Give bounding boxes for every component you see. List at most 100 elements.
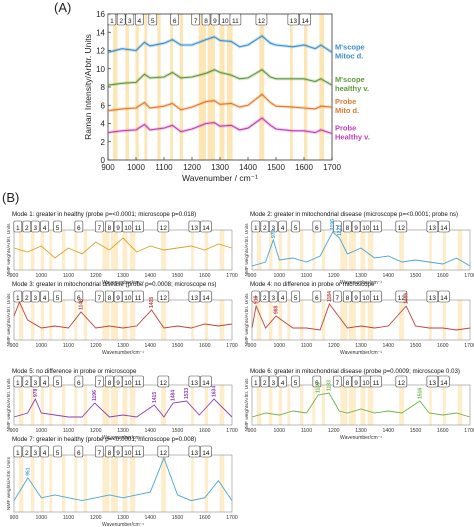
band-region xyxy=(161,300,167,340)
peak-label: 1484 xyxy=(171,390,177,401)
band-region xyxy=(268,230,273,270)
x-tick-label: 1200 xyxy=(90,428,102,434)
panel-label-b: (B) xyxy=(2,190,20,205)
mode-plot-6: Mode 6: greater in mitochondrial disease… xyxy=(244,368,474,441)
band-number: 13 xyxy=(290,18,298,25)
band-number-box xyxy=(157,220,170,233)
x-tick-label: 1200 xyxy=(328,428,340,434)
band-region xyxy=(207,14,215,160)
band-number: 4 xyxy=(138,18,142,25)
band-number: 10 xyxy=(124,295,132,302)
band-number-box xyxy=(210,13,220,26)
band-region xyxy=(349,300,357,340)
band-number: 14 xyxy=(202,295,210,302)
y-tick-label: 12 xyxy=(96,47,105,56)
band-number: 14 xyxy=(440,225,448,232)
band-number: 13 xyxy=(429,225,437,232)
band-number: 12 xyxy=(160,380,168,387)
band-number: 3 xyxy=(271,225,275,232)
band-number: 14 xyxy=(202,450,210,457)
band-number: 14 xyxy=(440,380,448,387)
x-axis-label: Wavenumber/cm⁻¹ xyxy=(102,522,144,527)
band-number-box xyxy=(113,445,123,458)
mode-line xyxy=(13,237,233,259)
band-region xyxy=(278,230,282,270)
band-region xyxy=(74,455,78,512)
band-number-box xyxy=(268,220,278,233)
band-region xyxy=(349,230,357,270)
series-legend-label: Mito d. xyxy=(335,106,359,115)
band-number: 11 xyxy=(373,380,380,387)
band-region xyxy=(74,230,78,270)
band-number-box xyxy=(299,13,311,26)
band-number-box xyxy=(188,220,201,233)
x-tick-label: 1600 xyxy=(437,428,449,434)
band-number: 3 xyxy=(33,225,37,232)
x-tick-label: 1000 xyxy=(273,343,285,349)
band-number: 12 xyxy=(398,295,406,302)
band-number-box xyxy=(229,13,242,26)
band-number-box xyxy=(94,445,104,458)
x-axis-label: Wavenumber / cm⁻¹ xyxy=(182,173,258,183)
band-number-box xyxy=(157,375,170,388)
band-number-box xyxy=(30,290,40,303)
x-tick-label: 900 xyxy=(10,428,19,434)
band-number: 7 xyxy=(97,295,101,302)
band-region xyxy=(122,385,128,425)
band-number: 12 xyxy=(160,295,168,302)
x-tick-label: 900 xyxy=(248,428,257,434)
band-number-box xyxy=(312,220,322,233)
band-region xyxy=(299,385,304,425)
band-number-box xyxy=(157,445,170,458)
band-number: 8 xyxy=(108,380,112,387)
band-region xyxy=(219,14,225,160)
band-number: 5 xyxy=(294,380,298,387)
band-number: 3 xyxy=(271,295,275,302)
band-number-box xyxy=(200,445,212,458)
band-number-box xyxy=(395,290,408,303)
band-number: 1 xyxy=(16,450,20,457)
band-region xyxy=(129,455,136,512)
band-number-box xyxy=(53,220,62,233)
band-region xyxy=(135,14,139,160)
band-region xyxy=(219,300,225,340)
band-region xyxy=(319,14,325,160)
x-tick-label: 1700 xyxy=(323,163,341,172)
band-number-box xyxy=(312,290,322,303)
band-region xyxy=(360,230,366,270)
band-number-box xyxy=(13,290,23,303)
y-axis-label: NMF weights/Arbtr. Units xyxy=(6,293,12,347)
band-number: 1 xyxy=(254,295,258,302)
x-tick-label: 1700 xyxy=(226,343,238,349)
band-number-box xyxy=(351,220,361,233)
series-legend-label: M'scope xyxy=(335,75,365,84)
band-number-box xyxy=(113,220,123,233)
x-tick-label: 1300 xyxy=(355,343,367,349)
band-number-box xyxy=(148,13,158,26)
band-region xyxy=(204,455,209,512)
band-number: 14 xyxy=(440,295,448,302)
band-number: 9 xyxy=(116,295,120,302)
band-number: 5 xyxy=(56,225,60,232)
band-number: 11 xyxy=(232,18,239,25)
y-axis-label: NMF weights/Arbtr. Units xyxy=(6,378,12,432)
x-tick-label: 1600 xyxy=(437,273,449,279)
band-region xyxy=(61,300,66,340)
mode-plot-4: Mode 4: no difference in probe or micros… xyxy=(244,281,474,356)
x-tick-label: 1500 xyxy=(172,343,184,349)
band-number: 1 xyxy=(16,380,20,387)
band-region xyxy=(227,14,233,160)
mode-title: Mode 1: greater in healthy (probe p=<0.0… xyxy=(12,211,196,218)
band-region xyxy=(111,385,119,425)
peak-label: 1184 xyxy=(327,291,333,302)
band-number-box xyxy=(157,290,170,303)
series-legend-label: Healthy v. xyxy=(335,133,370,142)
band-region xyxy=(442,230,447,270)
band-number-box xyxy=(278,375,287,388)
x-axis-label: Wavenumber/cm⁻¹ xyxy=(340,350,382,356)
band-region xyxy=(83,230,88,270)
band-region xyxy=(287,300,291,340)
band-number: 10 xyxy=(362,295,370,302)
band-number-box xyxy=(200,290,212,303)
band-number: 10 xyxy=(221,18,229,25)
